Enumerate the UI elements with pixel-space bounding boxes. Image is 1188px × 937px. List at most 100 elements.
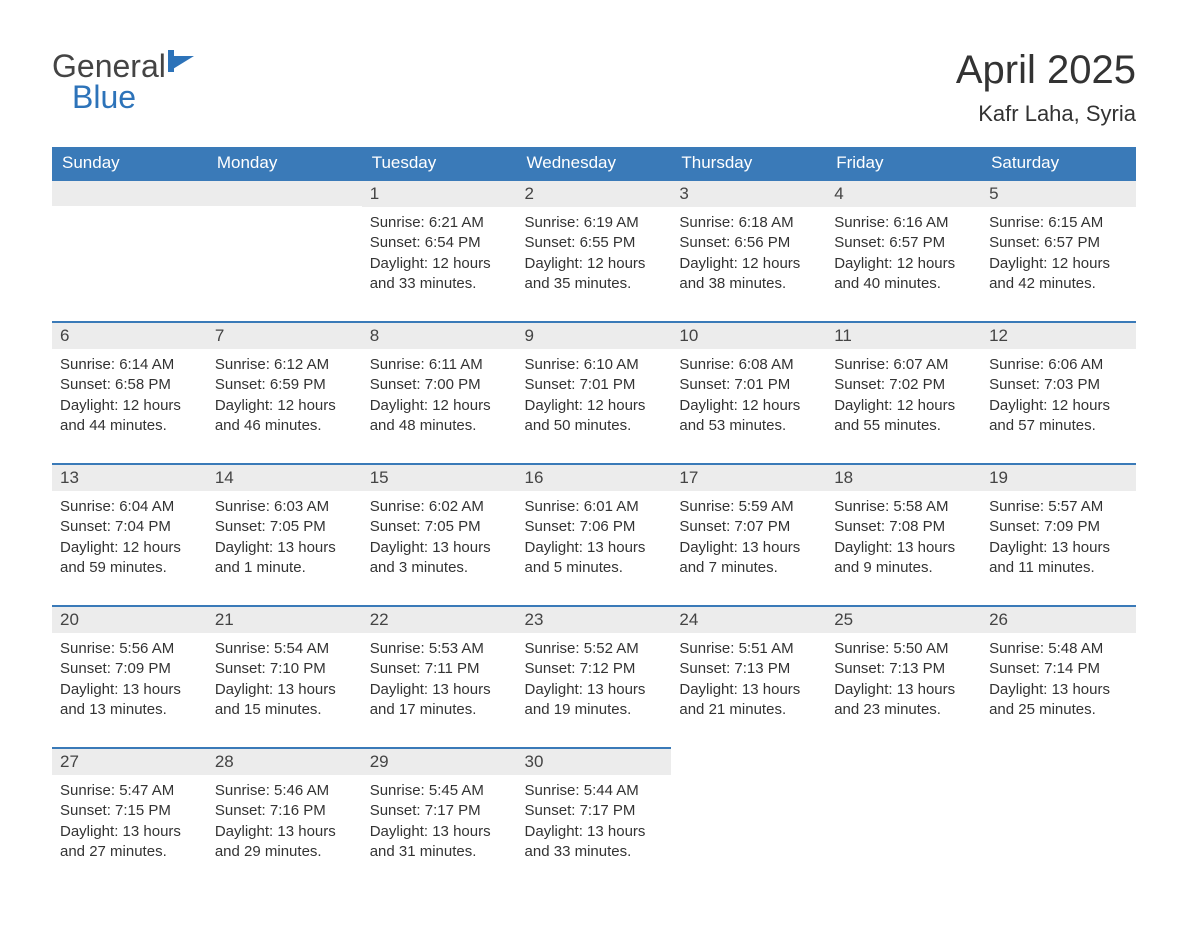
- daylight-text: Daylight: 12 hours and 33 minutes.: [370, 254, 509, 295]
- day-body: Sunrise: 6:10 AMSunset: 7:01 PMDaylight:…: [517, 349, 672, 440]
- day-body: Sunrise: 5:53 AMSunset: 7:11 PMDaylight:…: [362, 633, 517, 724]
- calendar-cell: 30Sunrise: 5:44 AMSunset: 7:17 PMDayligh…: [517, 747, 672, 889]
- daylight-text: Daylight: 13 hours and 25 minutes.: [989, 680, 1128, 721]
- day-body: Sunrise: 6:19 AMSunset: 6:55 PMDaylight:…: [517, 207, 672, 298]
- day-number: 19: [981, 463, 1136, 491]
- day-body: Sunrise: 6:07 AMSunset: 7:02 PMDaylight:…: [826, 349, 981, 440]
- sunrise-text: Sunrise: 5:50 AM: [834, 639, 973, 659]
- daylight-text: Daylight: 13 hours and 15 minutes.: [215, 680, 354, 721]
- sunset-text: Sunset: 7:04 PM: [60, 517, 199, 537]
- daylight-text: Daylight: 13 hours and 13 minutes.: [60, 680, 199, 721]
- sunset-text: Sunset: 7:00 PM: [370, 375, 509, 395]
- day-number: 24: [671, 605, 826, 633]
- sunrise-text: Sunrise: 6:21 AM: [370, 213, 509, 233]
- empty-day-header: [207, 179, 362, 206]
- sunset-text: Sunset: 7:03 PM: [989, 375, 1128, 395]
- sunrise-text: Sunrise: 6:07 AM: [834, 355, 973, 375]
- calendar-cell: 9Sunrise: 6:10 AMSunset: 7:01 PMDaylight…: [517, 321, 672, 463]
- daylight-text: Daylight: 12 hours and 57 minutes.: [989, 396, 1128, 437]
- day-body: Sunrise: 5:48 AMSunset: 7:14 PMDaylight:…: [981, 633, 1136, 724]
- sunset-text: Sunset: 6:57 PM: [834, 233, 973, 253]
- calendar-week-row: 1Sunrise: 6:21 AMSunset: 6:54 PMDaylight…: [52, 179, 1136, 321]
- sunrise-text: Sunrise: 5:48 AM: [989, 639, 1128, 659]
- day-number: 29: [362, 747, 517, 775]
- calendar-cell: 14Sunrise: 6:03 AMSunset: 7:05 PMDayligh…: [207, 463, 362, 605]
- daylight-text: Daylight: 13 hours and 23 minutes.: [834, 680, 973, 721]
- sunrise-text: Sunrise: 5:51 AM: [679, 639, 818, 659]
- calendar-cell: 19Sunrise: 5:57 AMSunset: 7:09 PMDayligh…: [981, 463, 1136, 605]
- sunrise-text: Sunrise: 6:04 AM: [60, 497, 199, 517]
- day-body: Sunrise: 6:01 AMSunset: 7:06 PMDaylight:…: [517, 491, 672, 582]
- day-number: 1: [362, 179, 517, 207]
- calendar-cell: 4Sunrise: 6:16 AMSunset: 6:57 PMDaylight…: [826, 179, 981, 321]
- day-body: Sunrise: 5:47 AMSunset: 7:15 PMDaylight:…: [52, 775, 207, 866]
- title-block: April 2025 Kafr Laha, Syria: [956, 48, 1136, 127]
- calendar-cell: 1Sunrise: 6:21 AMSunset: 6:54 PMDaylight…: [362, 179, 517, 321]
- sunrise-text: Sunrise: 6:01 AM: [525, 497, 664, 517]
- calendar-cell: [981, 747, 1136, 889]
- sunset-text: Sunset: 7:01 PM: [679, 375, 818, 395]
- sunrise-text: Sunrise: 5:46 AM: [215, 781, 354, 801]
- day-body: Sunrise: 5:45 AMSunset: 7:17 PMDaylight:…: [362, 775, 517, 866]
- day-number: 15: [362, 463, 517, 491]
- sunset-text: Sunset: 7:06 PM: [525, 517, 664, 537]
- day-number: 4: [826, 179, 981, 207]
- sunrise-text: Sunrise: 5:59 AM: [679, 497, 818, 517]
- sunset-text: Sunset: 6:54 PM: [370, 233, 509, 253]
- daylight-text: Daylight: 13 hours and 5 minutes.: [525, 538, 664, 579]
- calendar-cell: 24Sunrise: 5:51 AMSunset: 7:13 PMDayligh…: [671, 605, 826, 747]
- sunset-text: Sunset: 6:57 PM: [989, 233, 1128, 253]
- calendar-cell: 3Sunrise: 6:18 AMSunset: 6:56 PMDaylight…: [671, 179, 826, 321]
- calendar-week-row: 27Sunrise: 5:47 AMSunset: 7:15 PMDayligh…: [52, 747, 1136, 889]
- location: Kafr Laha, Syria: [956, 101, 1136, 127]
- header: General Blue April 2025 Kafr Laha, Syria: [52, 48, 1136, 127]
- calendar-cell: 10Sunrise: 6:08 AMSunset: 7:01 PMDayligh…: [671, 321, 826, 463]
- daylight-text: Daylight: 12 hours and 59 minutes.: [60, 538, 199, 579]
- day-number: 11: [826, 321, 981, 349]
- day-body: Sunrise: 5:54 AMSunset: 7:10 PMDaylight:…: [207, 633, 362, 724]
- calendar-cell: 21Sunrise: 5:54 AMSunset: 7:10 PMDayligh…: [207, 605, 362, 747]
- calendar-cell: 16Sunrise: 6:01 AMSunset: 7:06 PMDayligh…: [517, 463, 672, 605]
- day-number: 3: [671, 179, 826, 207]
- day-number: 28: [207, 747, 362, 775]
- sunset-text: Sunset: 7:05 PM: [370, 517, 509, 537]
- calendar-cell: 17Sunrise: 5:59 AMSunset: 7:07 PMDayligh…: [671, 463, 826, 605]
- sunset-text: Sunset: 7:01 PM: [525, 375, 664, 395]
- day-number: 27: [52, 747, 207, 775]
- sunrise-text: Sunrise: 5:44 AM: [525, 781, 664, 801]
- calendar-cell: 13Sunrise: 6:04 AMSunset: 7:04 PMDayligh…: [52, 463, 207, 605]
- sunset-text: Sunset: 7:02 PM: [834, 375, 973, 395]
- day-body: Sunrise: 5:44 AMSunset: 7:17 PMDaylight:…: [517, 775, 672, 866]
- sunrise-text: Sunrise: 6:11 AM: [370, 355, 509, 375]
- sunset-text: Sunset: 7:09 PM: [60, 659, 199, 679]
- daylight-text: Daylight: 12 hours and 35 minutes.: [525, 254, 664, 295]
- day-number: 21: [207, 605, 362, 633]
- logo-flag-icon: [168, 50, 202, 72]
- weekday-header-row: SundayMondayTuesdayWednesdayThursdayFrid…: [52, 147, 1136, 179]
- daylight-text: Daylight: 12 hours and 44 minutes.: [60, 396, 199, 437]
- day-body: Sunrise: 6:21 AMSunset: 6:54 PMDaylight:…: [362, 207, 517, 298]
- calendar-cell: 18Sunrise: 5:58 AMSunset: 7:08 PMDayligh…: [826, 463, 981, 605]
- day-number: 22: [362, 605, 517, 633]
- calendar-cell: 7Sunrise: 6:12 AMSunset: 6:59 PMDaylight…: [207, 321, 362, 463]
- daylight-text: Daylight: 13 hours and 7 minutes.: [679, 538, 818, 579]
- calendar-cell: 6Sunrise: 6:14 AMSunset: 6:58 PMDaylight…: [52, 321, 207, 463]
- day-body: Sunrise: 6:08 AMSunset: 7:01 PMDaylight:…: [671, 349, 826, 440]
- calendar-cell: 11Sunrise: 6:07 AMSunset: 7:02 PMDayligh…: [826, 321, 981, 463]
- day-body: Sunrise: 6:14 AMSunset: 6:58 PMDaylight:…: [52, 349, 207, 440]
- sunset-text: Sunset: 6:55 PM: [525, 233, 664, 253]
- sunrise-text: Sunrise: 6:15 AM: [989, 213, 1128, 233]
- day-number: 30: [517, 747, 672, 775]
- day-number: 9: [517, 321, 672, 349]
- day-body: Sunrise: 5:52 AMSunset: 7:12 PMDaylight:…: [517, 633, 672, 724]
- sunrise-text: Sunrise: 5:57 AM: [989, 497, 1128, 517]
- day-body: Sunrise: 6:02 AMSunset: 7:05 PMDaylight:…: [362, 491, 517, 582]
- calendar-cell: 26Sunrise: 5:48 AMSunset: 7:14 PMDayligh…: [981, 605, 1136, 747]
- sunset-text: Sunset: 7:14 PM: [989, 659, 1128, 679]
- daylight-text: Daylight: 12 hours and 42 minutes.: [989, 254, 1128, 295]
- daylight-text: Daylight: 13 hours and 27 minutes.: [60, 822, 199, 863]
- daylight-text: Daylight: 13 hours and 19 minutes.: [525, 680, 664, 721]
- sunrise-text: Sunrise: 6:03 AM: [215, 497, 354, 517]
- calendar-cell: 12Sunrise: 6:06 AMSunset: 7:03 PMDayligh…: [981, 321, 1136, 463]
- day-body: Sunrise: 5:56 AMSunset: 7:09 PMDaylight:…: [52, 633, 207, 724]
